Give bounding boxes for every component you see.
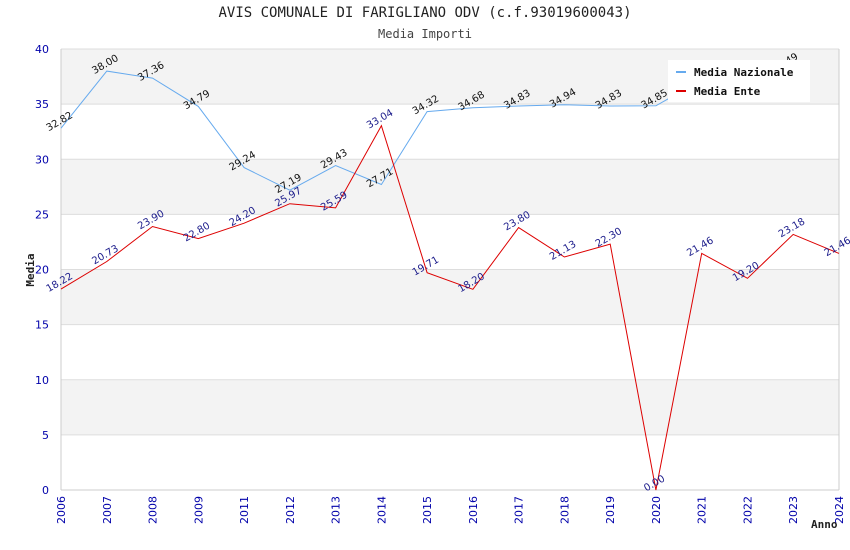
axes <box>60 49 840 491</box>
y-tick-label: 10 <box>35 374 49 387</box>
grid-band <box>61 104 839 160</box>
x-tick-label: 2014 <box>375 496 388 524</box>
x-tick-label: 2009 <box>192 496 205 524</box>
grid-band <box>61 434 839 490</box>
x-tick-label: 2012 <box>284 496 297 524</box>
y-axis-title: Media <box>24 253 37 286</box>
grid-band <box>61 159 839 215</box>
x-tick-label: 2006 <box>55 496 68 524</box>
grid-band <box>61 269 839 325</box>
x-tick-labels: 2006 2007 2008 2009 2011 2012 2013 2014 2015 2016… <box>55 496 846 524</box>
y-tick-label: 20 <box>35 264 49 277</box>
legend-label: Media Ente <box>694 85 761 98</box>
y-tick-label: 35 <box>35 98 49 111</box>
chart-title: AVIS COMUNALE DI FARIGLIANO ODV (c.f.930… <box>218 5 632 21</box>
grid-band <box>61 324 839 380</box>
legend-box <box>668 60 810 102</box>
x-tick-label: 2017 <box>513 496 526 524</box>
x-tick-label: 2021 <box>696 496 709 524</box>
y-tick-label: 0 <box>42 484 49 497</box>
y-tick-label: 30 <box>35 153 49 166</box>
x-axis-title: Anno <box>811 518 838 531</box>
series-line-1 <box>60 124 840 491</box>
chart-subtitle: Media Importi <box>378 27 472 41</box>
x-tick-label: 2011 <box>238 496 251 524</box>
x-tick-label: 2015 <box>421 496 434 524</box>
legend-label: Media Nazionale <box>694 66 794 79</box>
x-tick-label: 2022 <box>741 496 754 524</box>
y-tick-label: 40 <box>35 43 49 56</box>
x-tick-label: 2019 <box>604 496 617 524</box>
x-tick-label: 2008 <box>147 496 160 524</box>
legend: Media Nazionale Media Ente <box>668 60 810 102</box>
y-tick-label: 15 <box>35 319 49 332</box>
x-tick-label: 2018 <box>558 496 571 524</box>
y-tick-label: 25 <box>35 208 49 221</box>
grid-band <box>61 379 839 435</box>
gridlines <box>61 48 839 491</box>
x-tick-label: 2023 <box>787 496 800 524</box>
grid-bands <box>61 49 839 490</box>
x-tick-label: 2007 <box>101 496 114 524</box>
x-tick-label: 2013 <box>330 496 343 524</box>
x-tick-label: 2016 <box>467 496 480 524</box>
y-tick-labels: 0 5 10 15 20 25 30 35 40 <box>35 43 49 497</box>
x-tick-label: 2024 <box>833 496 846 524</box>
x-tick-label: 2020 <box>650 496 663 524</box>
grid-band <box>61 214 839 270</box>
y-tick-label: 5 <box>42 429 49 442</box>
